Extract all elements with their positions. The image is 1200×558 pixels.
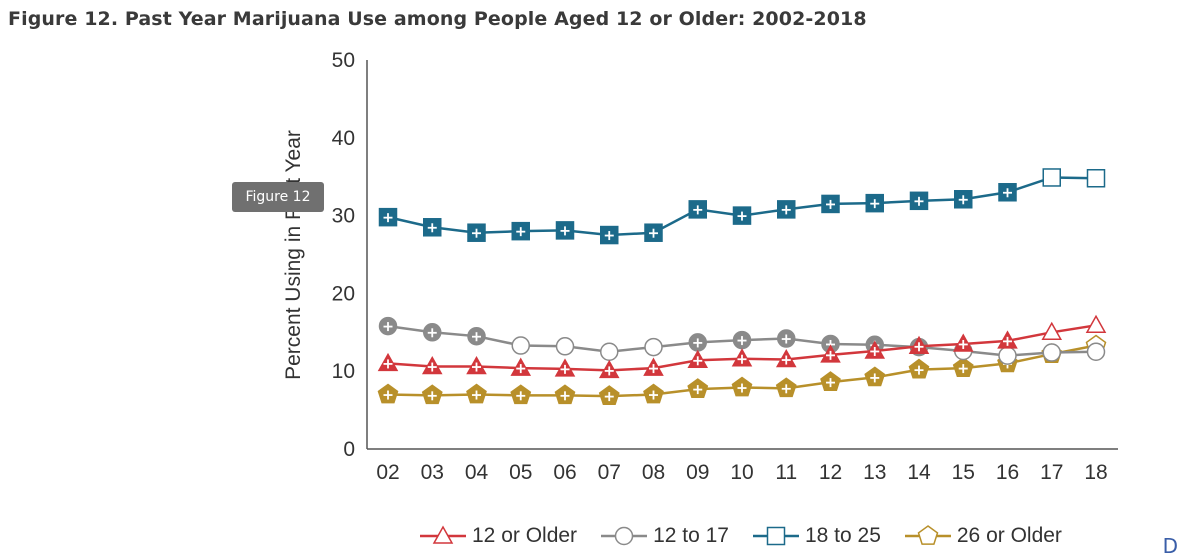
x-tick-label: 15 <box>952 461 975 484</box>
legend-marker <box>432 525 454 544</box>
x-tick-label: 02 <box>376 461 399 484</box>
series-line <box>387 176 1097 237</box>
circle-icon <box>601 526 648 546</box>
x-tick-label: 06 <box>553 461 576 484</box>
legend-item: 18 to 25 <box>751 524 881 548</box>
data-point <box>1041 321 1063 341</box>
y-tick-label: 0 <box>343 438 355 461</box>
x-tick-label: 09 <box>686 461 709 484</box>
data-point <box>1042 343 1061 362</box>
figure-title: Figure 12. Past Year Marijuana Use among… <box>8 8 867 30</box>
y-tick-label: 40 <box>332 127 355 150</box>
x-tick-label: 14 <box>907 461 931 484</box>
x-tick-label: 11 <box>775 461 797 484</box>
figure-tooltip: Figure 12 <box>232 182 324 212</box>
axes: 0 10 20 30 40 50 02 03 04 05 06 07 08 09 10 11 12 13 14 15 1… <box>332 49 1118 484</box>
x-tick-label: 08 <box>642 461 665 484</box>
data-point <box>644 337 663 357</box>
square-icon <box>752 526 799 546</box>
data-point <box>1086 342 1106 361</box>
data-point <box>600 342 619 361</box>
series-layer <box>377 168 1107 405</box>
y-axis-label: Percent Using in Past Year <box>282 130 305 380</box>
legend-item: 12 or Older <box>418 524 577 548</box>
legend-marker <box>766 526 786 546</box>
y-tick-label: 50 <box>332 49 355 72</box>
legend-item: 12 to 17 <box>599 524 729 548</box>
series-18-to-25 <box>378 168 1106 245</box>
pentagon-icon <box>904 525 951 545</box>
legend-label: 18 to 25 <box>804 524 881 547</box>
data-point <box>1042 168 1061 187</box>
legend-marker <box>917 525 939 545</box>
data-point <box>1085 314 1107 334</box>
legend: 12 or Older 12 to 17 18 to 25 26 or Older <box>418 522 1084 550</box>
y-tick-label: 20 <box>332 282 355 305</box>
corner-text[interactable]: D <box>1162 534 1178 558</box>
data-point <box>1086 169 1106 188</box>
x-tick-label: 16 <box>996 461 1019 484</box>
x-tick-label: 12 <box>819 461 842 484</box>
data-point <box>511 336 530 355</box>
series-12-or-older <box>377 314 1107 379</box>
triangle-icon <box>420 525 466 544</box>
x-tick-label: 05 <box>509 461 532 484</box>
x-tick-label: 13 <box>863 461 886 484</box>
data-point <box>998 346 1017 365</box>
y-tick-label: 30 <box>332 205 355 228</box>
x-tick-label: 18 <box>1084 461 1107 484</box>
legend-label: 12 or Older <box>472 524 578 547</box>
x-tick-label: 10 <box>730 461 753 484</box>
x-tick-label: 07 <box>598 461 621 484</box>
data-point <box>555 337 575 356</box>
y-tick-label: 10 <box>332 360 355 383</box>
legend-label: 26 or Older <box>956 524 1062 547</box>
x-tick-label: 04 <box>465 461 489 484</box>
x-tick-label: 17 <box>1040 461 1063 484</box>
legend-label: 12 to 17 <box>653 524 729 547</box>
x-tick-label: 03 <box>421 461 444 484</box>
legend-item: 26 or Older <box>903 524 1062 548</box>
legend-marker <box>614 526 634 546</box>
